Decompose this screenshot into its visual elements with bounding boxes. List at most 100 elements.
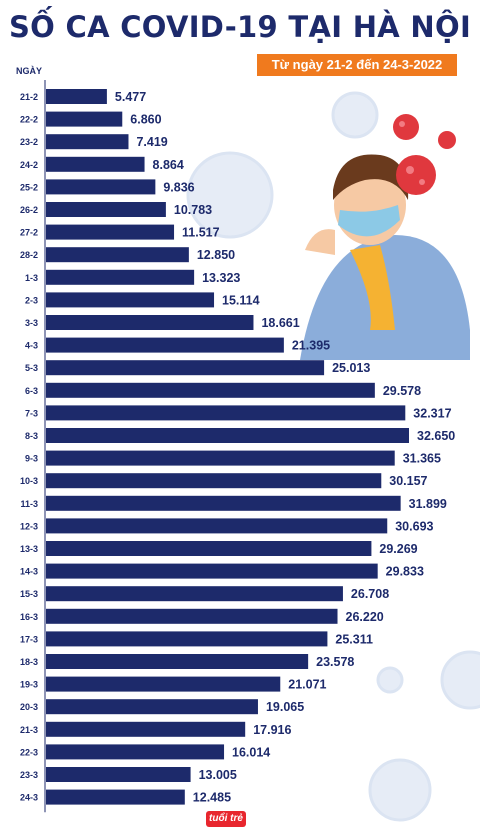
category-label: 21-3 <box>20 725 38 735</box>
bar <box>46 405 406 421</box>
category-label: 15-3 <box>20 589 38 599</box>
value-label: 7.419 <box>136 135 167 149</box>
category-label: 23-3 <box>20 770 38 780</box>
value-label: 32.317 <box>413 406 451 420</box>
value-label: 25.311 <box>335 632 373 646</box>
value-label: 25.013 <box>332 361 370 375</box>
category-label: 19-3 <box>20 680 38 690</box>
bar <box>46 360 325 376</box>
category-label: 24-2 <box>20 160 38 170</box>
page-title: SỐ CA COVID-19 TẠI HÀ NỘI <box>8 10 472 44</box>
category-label: 2-3 <box>25 295 38 305</box>
category-label: 9-3 <box>25 454 38 464</box>
bar <box>46 789 185 805</box>
category-label: 18-3 <box>20 657 38 667</box>
value-label: 12.485 <box>193 791 231 805</box>
bar <box>46 292 215 308</box>
bar <box>46 586 343 602</box>
bar <box>46 428 409 443</box>
bar <box>46 654 309 669</box>
value-label: 31.365 <box>403 452 441 466</box>
category-label: 21-2 <box>20 92 38 102</box>
value-label: 18.661 <box>261 316 299 330</box>
value-label: 13.323 <box>202 271 240 285</box>
bar <box>46 224 175 240</box>
category-label: 27-2 <box>20 228 38 238</box>
bar <box>46 269 195 285</box>
bar <box>46 89 107 104</box>
category-label: 4-3 <box>25 341 38 351</box>
value-label: 10.783 <box>174 203 212 217</box>
value-label: 8.864 <box>153 158 184 172</box>
bar <box>46 179 156 195</box>
category-label: 6-3 <box>25 386 38 396</box>
bar <box>46 721 246 737</box>
bar <box>46 111 123 127</box>
value-label: 11.517 <box>182 226 220 240</box>
category-label: 11-3 <box>20 499 38 509</box>
value-label: 21.071 <box>288 678 326 692</box>
category-label: 25-2 <box>20 182 38 192</box>
bar <box>46 631 328 647</box>
person-illustration <box>300 154 470 360</box>
value-label: 26.708 <box>351 587 389 601</box>
bar <box>46 608 338 624</box>
category-label: 7-3 <box>25 408 38 418</box>
value-label: 32.650 <box>417 429 455 443</box>
value-label: 5.477 <box>115 90 146 104</box>
category-label: 10-3 <box>20 476 38 486</box>
bar <box>46 202 166 217</box>
bar <box>46 767 191 782</box>
category-label: 22-3 <box>20 747 38 757</box>
category-label: 17-3 <box>20 634 38 644</box>
category-label: 23-2 <box>20 137 38 147</box>
bar <box>46 337 284 353</box>
bar <box>46 156 145 172</box>
value-label: 29.269 <box>379 542 417 556</box>
value-label: 26.220 <box>346 610 384 624</box>
category-label: 24-3 <box>20 793 38 803</box>
value-label: 15.114 <box>222 293 260 307</box>
category-label: 3-3 <box>25 318 38 328</box>
bar <box>46 247 189 263</box>
bar <box>46 744 225 760</box>
bar <box>46 563 378 579</box>
value-label: 21.395 <box>292 339 330 353</box>
value-label: 19.065 <box>266 700 304 714</box>
bar <box>46 450 395 466</box>
value-label: 29.833 <box>386 565 424 579</box>
bar <box>46 699 258 715</box>
category-label: 26-2 <box>20 205 38 215</box>
category-label: 13-3 <box>20 544 38 554</box>
bar <box>46 676 281 692</box>
value-label: 16.014 <box>232 745 270 759</box>
category-label: 8-3 <box>25 431 38 441</box>
category-label: 1-3 <box>25 273 38 283</box>
category-label: 14-3 <box>20 567 38 577</box>
bar <box>46 518 388 534</box>
value-label: 30.693 <box>395 519 433 533</box>
bar <box>46 134 129 150</box>
bar <box>46 473 382 489</box>
value-label: 17.916 <box>253 723 291 737</box>
bar <box>46 495 401 511</box>
category-label: 16-3 <box>20 612 38 622</box>
value-label: 12.850 <box>197 248 235 262</box>
category-label: 20-3 <box>20 702 38 712</box>
value-label: 29.578 <box>383 384 421 398</box>
category-label: 22-2 <box>20 115 38 125</box>
y-axis-label: NGÀY <box>16 66 43 76</box>
bar <box>46 382 375 398</box>
value-label: 31.899 <box>409 497 447 511</box>
value-label: 30.157 <box>389 474 427 488</box>
value-label: 23.578 <box>316 655 354 669</box>
date-range-badge: Từ ngày 21-2 đến 24-3-2022 <box>257 54 457 76</box>
publisher-logo: tuổi trẻ <box>206 811 246 827</box>
bar <box>46 315 254 330</box>
category-label: 5-3 <box>25 363 38 373</box>
value-label: 9.836 <box>163 180 194 194</box>
category-label: 28-2 <box>20 250 38 260</box>
value-label: 13.005 <box>199 768 237 782</box>
